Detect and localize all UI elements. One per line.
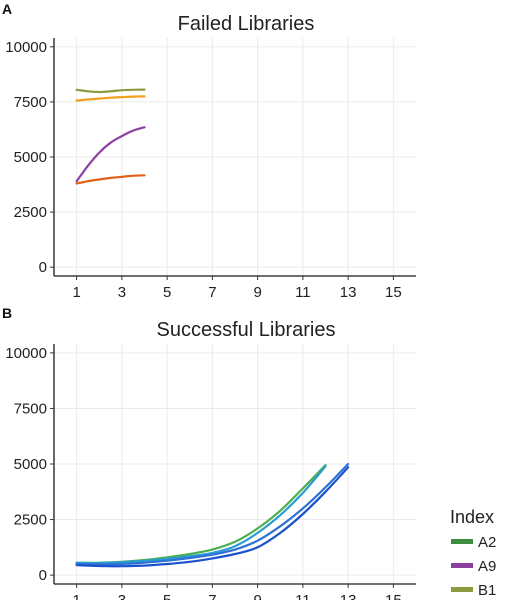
successful-y-tick-label: 0 (39, 567, 47, 584)
legend-title: Index (450, 507, 494, 527)
failed-series-line-1 (75, 88, 146, 94)
failed-x-tick-label: 11 (295, 284, 311, 301)
successful-x-tick-label: 5 (163, 592, 171, 600)
failed-y-tick-label: 5000 (14, 149, 47, 166)
legend-key-b1 (451, 587, 473, 592)
successful-x-tick-label: 13 (340, 592, 357, 600)
successful-x-tick-label: 7 (208, 592, 216, 600)
successful-series-line-2 (75, 465, 327, 565)
successful-x-tick-label: 3 (118, 592, 126, 600)
panel-letter-b: B (2, 305, 12, 321)
chart-title-failed: Failed Libraries (178, 13, 315, 35)
failed-x-tick-label: 13 (340, 284, 357, 301)
failed-x-tick-label: 1 (72, 284, 80, 301)
legend: Index A2 A9 B1 (450, 507, 496, 599)
failed-y-tick-label: 7500 (14, 94, 47, 111)
failed-y-tick-label: 2500 (14, 204, 47, 221)
failed-series-line-4 (75, 174, 146, 185)
successful-y-tick-label: 7500 (14, 400, 47, 417)
failed-x-tick-label: 9 (253, 284, 261, 301)
legend-label-a2: A2 (478, 534, 496, 551)
legend-label-b1: B1 (478, 582, 496, 599)
panel-letter-a: A (2, 1, 12, 17)
legend-key-a9 (451, 563, 473, 568)
successful-series-line-1 (75, 464, 327, 564)
failed-x-tick-label: 3 (118, 284, 126, 301)
successful-y-tick-label: 5000 (14, 456, 47, 473)
failed-x-tick-label: 7 (208, 284, 216, 301)
chart-title-successful: Successful Libraries (157, 319, 336, 341)
successful-x-tick-label: 15 (385, 592, 402, 600)
failed-x-tick-label: 15 (385, 284, 402, 301)
successful-series-line-3 (75, 462, 350, 566)
successful-y-tick-label: 2500 (14, 512, 47, 529)
successful-x-tick-label: 1 (72, 592, 80, 600)
successful-series-line-4 (75, 466, 350, 568)
legend-key-a2 (451, 539, 473, 544)
failed-y-tick-label: 0 (39, 259, 47, 276)
successful-x-tick-label: 11 (295, 592, 311, 600)
failed-series-line-3 (75, 126, 146, 183)
failed-series-line-2 (75, 95, 146, 102)
legend-label-a9: A9 (478, 558, 496, 575)
successful-x-tick-label: 9 (253, 592, 261, 600)
successful-y-tick-label: 10000 (5, 345, 47, 362)
failed-y-tick-label: 10000 (5, 39, 47, 56)
failed-x-tick-label: 5 (163, 284, 171, 301)
